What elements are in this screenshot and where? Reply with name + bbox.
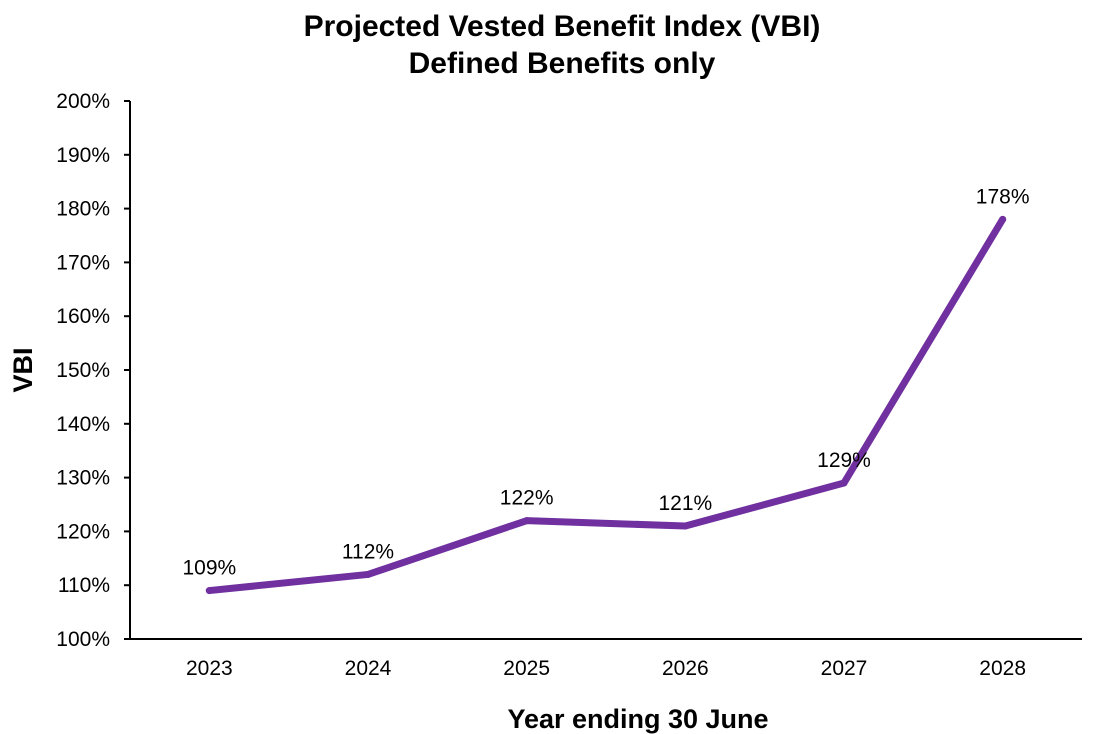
data-point bbox=[999, 215, 1007, 223]
x-axis-ticks: 2023 2024 2025 2026 2027 2028 bbox=[186, 657, 1026, 680]
y-tick-label: 100% bbox=[56, 628, 110, 651]
y-tick-label: 180% bbox=[56, 198, 110, 221]
data-labels: 109% 112% 122% 121% 129% 178% bbox=[182, 185, 1029, 579]
y-tick-label: 190% bbox=[56, 144, 110, 167]
data-point bbox=[523, 517, 531, 525]
y-tick-label: 160% bbox=[56, 305, 110, 328]
x-tick-label: 2026 bbox=[662, 657, 709, 680]
series-line-vbi bbox=[205, 215, 1007, 595]
data-label: 121% bbox=[658, 492, 712, 515]
chart-title: Projected Vested Benefit Index (VBI) bbox=[304, 10, 821, 43]
y-axis-ticks: 100% 110% 120% 130% 140% 150% 160% 170% 180% 190%… bbox=[56, 90, 130, 651]
y-tick-label: 200% bbox=[56, 90, 110, 113]
data-label: 178% bbox=[976, 185, 1030, 208]
x-tick-label: 2025 bbox=[503, 657, 550, 680]
x-tick-label: 2024 bbox=[345, 657, 392, 680]
data-label: 129% bbox=[817, 449, 871, 472]
data-label: 122% bbox=[500, 487, 554, 510]
y-tick-label: 140% bbox=[56, 413, 110, 436]
data-label: 112% bbox=[342, 540, 394, 563]
data-points bbox=[205, 215, 1007, 595]
x-tick-label: 2027 bbox=[821, 657, 868, 680]
x-tick-label: 2023 bbox=[186, 657, 233, 680]
x-axis-title: Year ending 30 June bbox=[507, 704, 768, 734]
y-tick-label: 110% bbox=[58, 574, 110, 597]
y-tick-label: 120% bbox=[56, 520, 110, 543]
x-tick-label: 2028 bbox=[979, 657, 1026, 680]
data-point bbox=[364, 570, 372, 578]
data-point bbox=[840, 479, 848, 487]
y-tick-label: 170% bbox=[56, 251, 110, 274]
y-tick-label: 150% bbox=[56, 359, 110, 382]
data-point bbox=[681, 522, 689, 530]
data-label: 109% bbox=[182, 557, 236, 580]
y-tick-label: 130% bbox=[56, 467, 110, 490]
chart-subtitle: Defined Benefits only bbox=[409, 47, 716, 80]
data-point bbox=[205, 587, 213, 595]
y-axis-title: VBI bbox=[8, 347, 38, 392]
